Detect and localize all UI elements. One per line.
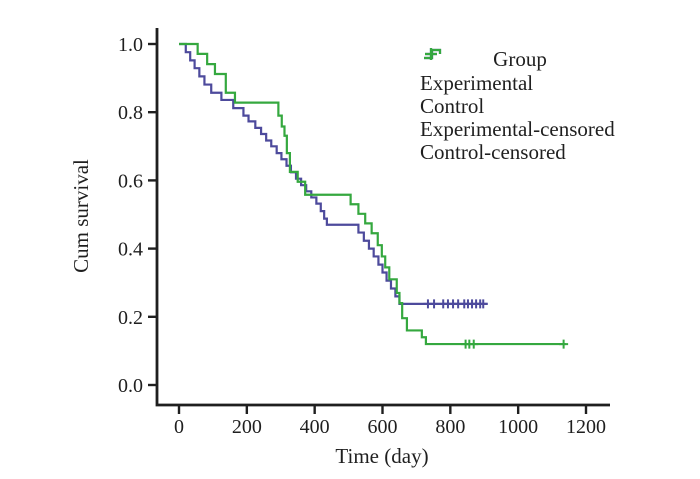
y-tick-label: 0.8: [118, 102, 143, 124]
y-axis-label: Cum survival: [69, 159, 93, 273]
legend-title: Group: [493, 47, 547, 71]
legend-item-experimental: Experimental: [420, 48, 698, 95]
x-axis-label: Time (day): [335, 444, 429, 468]
x-tick-label: 1000: [498, 416, 538, 438]
legend-item-label: Control: [420, 94, 485, 118]
x-tick-label: 600: [368, 416, 398, 438]
y-tick-label: 1.0: [118, 34, 143, 56]
x-tick-label: 400: [300, 416, 330, 438]
legend-item-control: Control: [420, 48, 698, 118]
y-tick-label: 0.6: [118, 170, 143, 192]
y-tick-label: 0.0: [118, 375, 143, 397]
x-tick-label: 0: [174, 416, 184, 438]
legend-item-label: Control-censored: [420, 140, 566, 164]
censor-mark-experimental: [478, 299, 488, 309]
censor-mark-experimental: [429, 299, 439, 309]
censor-mark-control: [559, 339, 569, 349]
y-tick-label: 0.4: [118, 239, 143, 261]
legend: Group Experimental Control Experimental-…: [420, 46, 698, 164]
control-censored-plus-icon: [425, 48, 437, 60]
legend-item-label: Experimental: [420, 71, 534, 95]
legend-item-control-censored: Control-censored: [420, 48, 698, 164]
censor-mark-control: [469, 339, 479, 349]
legend-item-experimental-censored: Experimental-censored: [420, 48, 698, 141]
y-tick-label: 0.2: [118, 307, 143, 329]
axes-spines: [155, 28, 610, 407]
x-tick-label: 800: [435, 416, 465, 438]
x-tick-label: 200: [232, 416, 262, 438]
series-control-line: [179, 42, 566, 346]
legend-item-label: Experimental-censored: [420, 117, 615, 141]
x-tick-label: 1200: [566, 416, 606, 438]
